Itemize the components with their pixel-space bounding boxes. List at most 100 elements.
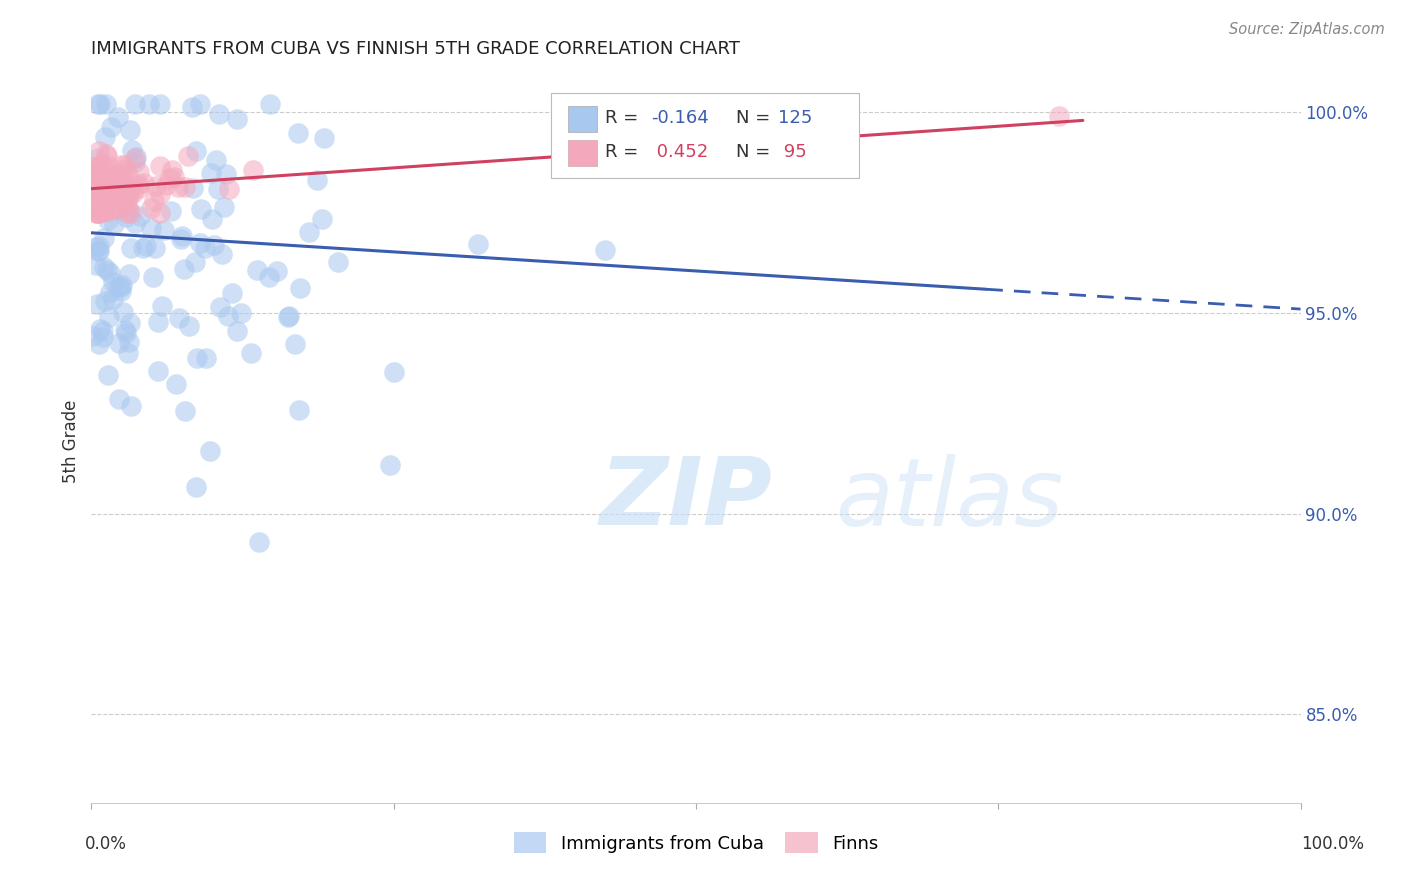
Point: [146, 315, 169, 329]
Point: [83, 160, 105, 174]
Point: [115, 211, 138, 225]
Point: [101, 293, 124, 307]
Point: [194, 240, 217, 254]
Point: [87, 206, 110, 220]
Point: [110, 192, 132, 206]
Point: [124, 151, 146, 165]
Point: [183, 255, 205, 269]
Point: [378, 458, 401, 472]
Point: [118, 334, 141, 349]
Point: [87, 244, 110, 258]
Point: [86, 178, 108, 193]
Point: [239, 345, 262, 359]
Point: [97, 204, 120, 219]
Point: [141, 220, 163, 235]
Point: [188, 97, 211, 112]
Point: [201, 211, 224, 226]
Point: [226, 112, 249, 126]
Point: [211, 246, 233, 260]
Point: [120, 400, 142, 414]
Point: [174, 404, 197, 418]
Point: [110, 158, 132, 172]
Point: [114, 161, 136, 176]
Point: [87, 336, 110, 351]
Point: [105, 182, 128, 196]
Point: [83, 174, 105, 188]
Point: [117, 206, 139, 220]
Point: [87, 164, 110, 178]
Point: [246, 263, 269, 277]
Point: [83, 176, 105, 190]
Point: [290, 281, 312, 295]
Point: [86, 206, 108, 220]
Text: IMMIGRANTS FROM CUBA VS FINNISH 5TH GRADE CORRELATION CHART: IMMIGRANTS FROM CUBA VS FINNISH 5TH GRAD…: [91, 40, 741, 58]
Point: [94, 294, 117, 309]
Point: [93, 188, 115, 202]
Point: [328, 254, 350, 268]
Point: [226, 324, 249, 338]
Point: [100, 179, 122, 194]
Point: [111, 178, 134, 192]
Point: [138, 97, 160, 112]
Point: [186, 480, 208, 494]
Point: [257, 270, 280, 285]
Point: [107, 280, 129, 294]
Point: [127, 177, 149, 191]
Point: [242, 162, 264, 177]
Point: [593, 244, 616, 258]
Point: [288, 403, 311, 417]
Text: atlas: atlas: [835, 454, 1063, 545]
Point: [284, 337, 307, 351]
Point: [118, 202, 141, 217]
Point: [117, 345, 139, 359]
Point: [98, 165, 121, 179]
Y-axis label: 5th Grade: 5th Grade: [62, 400, 80, 483]
Point: [110, 166, 132, 180]
Text: ZIP: ZIP: [599, 453, 772, 545]
Point: [207, 182, 229, 196]
Point: [97, 159, 120, 173]
Text: R =: R =: [605, 143, 638, 161]
Point: [135, 239, 157, 253]
Point: [155, 178, 177, 192]
Point: [89, 322, 111, 336]
Point: [84, 202, 107, 216]
Point: [93, 178, 115, 192]
Point: [114, 326, 136, 341]
Point: [115, 194, 138, 208]
Point: [83, 165, 105, 179]
Point: [153, 223, 176, 237]
Point: [87, 97, 110, 112]
Point: [149, 97, 172, 112]
Point: [149, 206, 172, 220]
Point: [96, 263, 118, 277]
Point: [98, 266, 121, 280]
Point: [82, 198, 104, 212]
Point: [110, 280, 132, 294]
Point: [132, 242, 155, 256]
Text: 0.452: 0.452: [651, 143, 709, 161]
Point: [149, 187, 172, 202]
Point: [118, 316, 141, 330]
Point: [107, 110, 129, 124]
Point: [150, 299, 173, 313]
Point: [87, 239, 110, 253]
Point: [100, 167, 122, 181]
Point: [108, 335, 131, 350]
Point: [170, 232, 193, 246]
FancyBboxPatch shape: [568, 105, 596, 132]
Point: [188, 235, 211, 250]
Point: [287, 126, 309, 140]
Point: [110, 166, 132, 180]
Point: [89, 169, 111, 184]
Point: [87, 172, 110, 186]
Point: [118, 188, 141, 202]
Point: [186, 144, 208, 158]
Point: [205, 153, 228, 168]
Point: [112, 183, 135, 197]
Point: [278, 309, 301, 323]
Point: [93, 180, 115, 194]
Point: [101, 275, 124, 289]
Point: [149, 159, 172, 173]
Point: [82, 194, 104, 209]
